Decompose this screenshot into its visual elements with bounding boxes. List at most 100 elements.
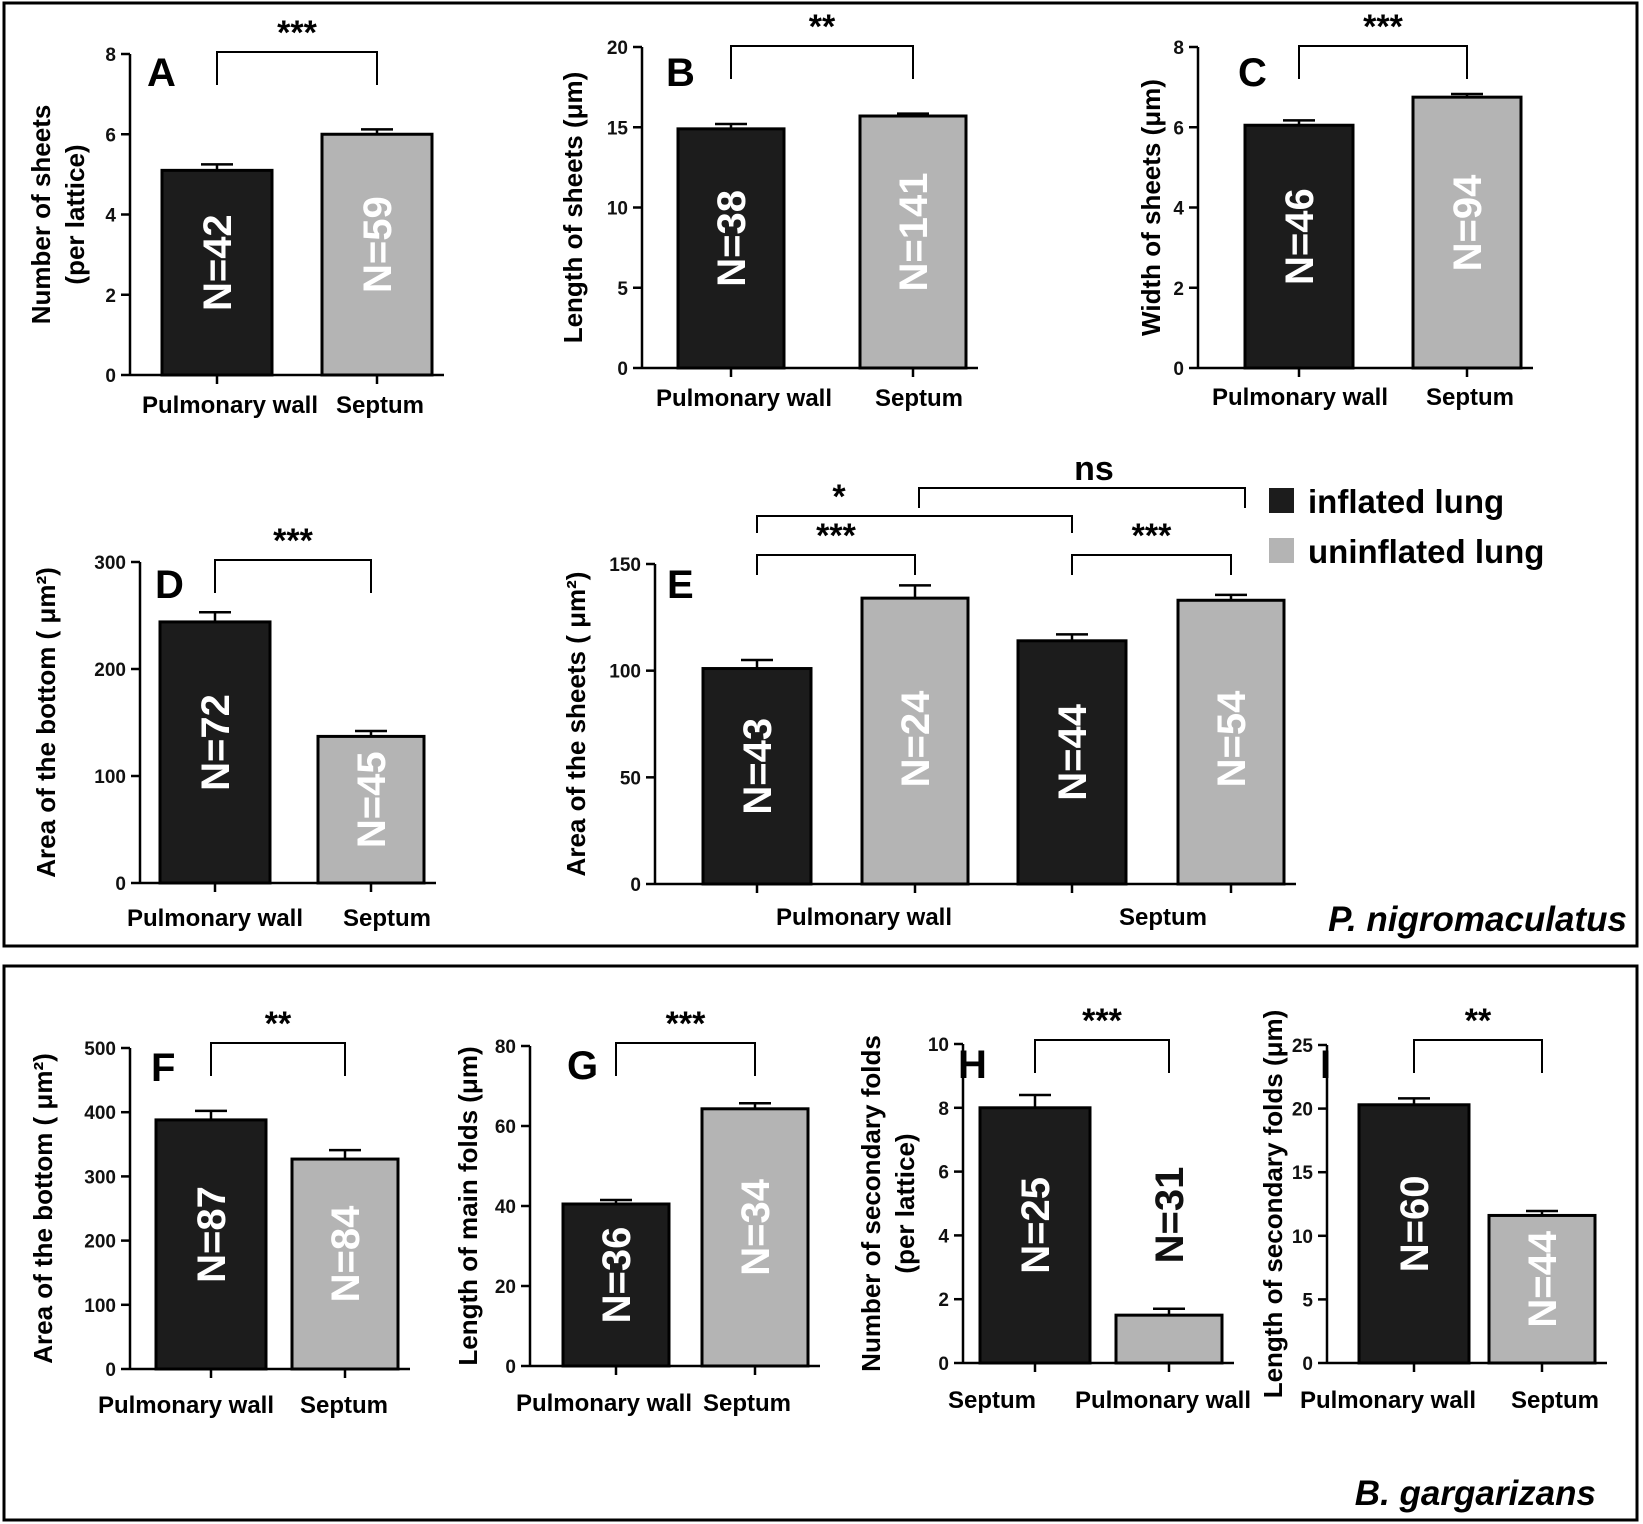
bar — [160, 168, 274, 377]
y-tick-label: 25 — [1292, 1036, 1314, 1057]
n-label: N=36 — [595, 1227, 639, 1324]
x-category-septum: Septum — [1119, 904, 1207, 931]
n-label: N=38 — [710, 190, 754, 287]
y-tick-label: 200 — [84, 1232, 116, 1253]
x-category-septum: Septum — [703, 1390, 791, 1417]
significance-bracket — [730, 45, 914, 79]
bar — [1114, 1313, 1224, 1365]
x-category-septum: Septum — [875, 385, 963, 412]
x-category-pulmonary-wall: Pulmonary wall — [142, 392, 318, 419]
n-label: N=34 — [734, 1178, 778, 1275]
significance-label: * — [832, 478, 846, 516]
significance-bracket — [1413, 1039, 1543, 1073]
n-label: N=46 — [1278, 188, 1322, 285]
significance-label: ** — [809, 8, 836, 46]
legend-swatch-uninflated — [1269, 538, 1294, 563]
n-label: N=141 — [892, 173, 936, 292]
frame-b-gargarizans — [2, 964, 1639, 1522]
panel-letter: D — [155, 563, 184, 607]
y-tick-label: 60 — [495, 1117, 516, 1138]
y-axis-label: (per lattice) — [60, 144, 90, 284]
significance-bracket — [756, 515, 1073, 533]
bar — [158, 620, 272, 885]
y-tick-label: 300 — [94, 553, 126, 574]
significance-bracket — [210, 1042, 346, 1076]
y-tick-label: 20 — [495, 1277, 516, 1298]
significance-label: ns — [1074, 450, 1114, 488]
y-tick-label: 20 — [1292, 1100, 1313, 1121]
x-category-pulmonary-wall: Pulmonary wall — [98, 1392, 274, 1419]
x-category-septum: Septum — [336, 392, 424, 419]
chart-panel-f: 0 100 200 300 400 500 Area of the bottom ( μm²… — [28, 1005, 410, 1419]
panel-letter: A — [147, 51, 176, 95]
y-tick-label: 100 — [609, 662, 641, 683]
n-label: N=54 — [1210, 690, 1254, 787]
chart-panel-c: 0 2 4 6 8 Width of sheets (μm) C N=46 N=94 Pulmon… — [1136, 8, 1533, 411]
significance-label: *** — [1363, 8, 1403, 46]
y-tick-label: 40 — [495, 1197, 516, 1218]
y-tick-label: 5 — [1302, 1290, 1313, 1311]
significance-label: ** — [1465, 1002, 1492, 1040]
y-tick-label: 10 — [1292, 1227, 1313, 1248]
y-tick-label: 0 — [1302, 1354, 1313, 1375]
panel-letter: H — [958, 1043, 987, 1087]
y-tick-label: 400 — [84, 1103, 116, 1124]
bar — [1487, 1213, 1597, 1365]
y-tick-label: 10 — [928, 1035, 949, 1056]
bar — [1357, 1103, 1471, 1365]
y-tick-label: 200 — [94, 660, 126, 681]
n-label: N=24 — [894, 690, 938, 787]
significance-label: *** — [1082, 1002, 1122, 1040]
y-tick-label: 0 — [105, 366, 116, 387]
y-tick-label: 8 — [105, 45, 116, 66]
species-label-b-gargarizans: B. gargarizans — [1355, 1474, 1596, 1513]
y-tick-label: 150 — [609, 555, 641, 576]
x-category-pulmonary-wall: Pulmonary wall — [656, 385, 832, 412]
bar — [860, 596, 970, 886]
y-axis-label: Area of the bottom ( μm²) — [28, 1053, 58, 1364]
y-tick-label: 50 — [620, 768, 641, 789]
significance-label: *** — [273, 522, 313, 560]
x-category-septum: Septum — [300, 1392, 388, 1419]
chart-panel-a: 0 2 4 6 8 Number of sheets (per lattice) A N=42 N… — [26, 14, 444, 419]
significance-bracket — [615, 1042, 756, 1076]
legend-swatch-inflated — [1269, 488, 1294, 513]
y-tick-label: 0 — [617, 359, 628, 380]
y-axis-label: Number of secondary folds — [856, 1035, 886, 1372]
chart-panel-h: 0 2 4 6 8 10 Number of secondary folds (per lat… — [856, 1002, 1251, 1414]
significance-bracket — [216, 51, 378, 85]
y-tick-label: 0 — [630, 875, 641, 896]
y-axis-label: Length of sheets (μm) — [558, 72, 588, 344]
panel-letter: C — [1238, 51, 1267, 95]
significance-bracket — [1071, 554, 1232, 575]
x-category-pulmonary-wall: Pulmonary wall — [127, 905, 303, 932]
y-axis-label: Area of the sheets ( μm²) — [561, 572, 591, 877]
n-label: N=45 — [350, 751, 394, 848]
x-category-pulmonary-wall: Pulmonary wall — [1212, 384, 1388, 411]
n-label: N=44 — [1521, 1230, 1565, 1327]
significance-bracket — [918, 487, 1246, 508]
x-category-pulmonary-wall: Pulmonary wall — [1300, 1387, 1476, 1414]
x-category-septum: Septum — [948, 1387, 1036, 1414]
y-axis-label: Length of main folds (μm) — [453, 1046, 483, 1365]
significance-bracket — [1298, 45, 1468, 79]
bar — [320, 132, 434, 377]
y-tick-label: 15 — [1292, 1163, 1314, 1184]
y-tick-label: 5 — [617, 279, 628, 300]
legend-label-inflated: inflated lung — [1308, 483, 1504, 520]
significance-label: ** — [265, 1005, 292, 1043]
y-axis-label: Area of the bottom ( μm²) — [31, 567, 61, 878]
bar — [561, 1202, 671, 1368]
chart-panel-g: 0 20 40 60 80 Length of main folds (μm) G N=36 N… — [453, 1005, 820, 1417]
significance-bracket — [1034, 1039, 1170, 1073]
y-axis-label: Number of sheets — [26, 105, 56, 325]
y-tick-label: 0 — [105, 1360, 116, 1381]
significance-bracket — [214, 559, 372, 593]
panel-letter: I — [1320, 1043, 1331, 1087]
y-tick-label: 8 — [1173, 38, 1184, 59]
n-label: N=25 — [1014, 1177, 1058, 1274]
y-axis-label: (per lattice) — [890, 1133, 920, 1273]
